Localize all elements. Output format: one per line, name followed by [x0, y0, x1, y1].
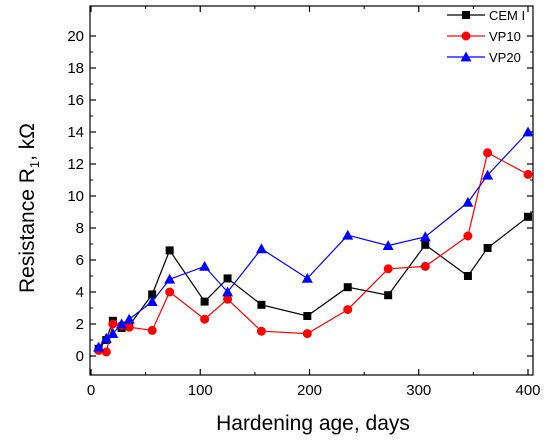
x-tick-label: 100	[188, 382, 213, 399]
data-point-vp20	[419, 231, 431, 242]
data-point-vp10	[124, 322, 134, 332]
data-point-cem-i	[223, 274, 232, 283]
y-tick-label: 2	[76, 316, 84, 333]
y-tick-label: 20	[67, 28, 84, 45]
x-tick-label: 300	[406, 382, 431, 399]
data-point-vp10	[483, 148, 493, 158]
y-axis-title-subscript: 1	[27, 161, 42, 168]
data-point-vp20	[462, 196, 474, 207]
data-point-vp10	[463, 231, 473, 241]
data-point-cem-i	[200, 297, 209, 306]
y-axis-title: Resistance R1, kΩ	[16, 123, 42, 293]
data-point-vp20	[199, 260, 211, 271]
data-point-cem-i	[483, 244, 492, 252]
y-tick-label: 18	[67, 60, 84, 77]
series-line-vp10	[98, 151, 529, 353]
data-point-vp10	[420, 261, 430, 271]
plot-frame	[89, 5, 534, 376]
y-tick-label: 12	[67, 156, 84, 173]
data-point-vp20	[342, 229, 354, 240]
series-layer	[93, 126, 534, 357]
data-point-vp20	[116, 318, 128, 329]
legend-marker-vp10	[461, 31, 471, 41]
legend: CEM I VP10 VP20	[447, 8, 525, 65]
y-tick-label: 0	[76, 348, 84, 365]
legend-label-vp10: VP10	[489, 29, 521, 44]
legend-marker-cem-i	[462, 11, 470, 19]
data-point-vp20	[522, 126, 534, 137]
y-tick-label: 8	[76, 220, 84, 237]
data-point-vp10	[343, 305, 353, 315]
data-point-vp20	[222, 286, 234, 297]
data-point-vp10	[200, 314, 210, 324]
legend-label-vp20: VP20	[489, 50, 521, 65]
data-point-cem-i	[384, 291, 393, 300]
data-point-vp20	[123, 313, 135, 324]
y-tick-label: 6	[76, 252, 84, 269]
data-point-vp10	[256, 326, 266, 336]
legend-item-cem-i: CEM I	[447, 8, 525, 23]
y-tick-label: 4	[76, 284, 84, 301]
legend-item-vp10: VP10	[447, 29, 521, 44]
data-point-cem-i	[343, 283, 352, 292]
y-axis-title-unit: , kΩ	[16, 123, 39, 161]
data-point-vp10	[165, 287, 175, 297]
data-point-cem-i	[148, 290, 157, 299]
data-point-cem-i	[524, 212, 532, 221]
y-tick-label: 16	[67, 92, 84, 109]
data-point-cem-i	[303, 312, 312, 320]
data-point-vp20	[146, 296, 158, 306]
x-tick-label: 0	[87, 382, 95, 399]
data-point-cem-i	[165, 246, 174, 255]
series-vp20	[93, 126, 534, 352]
x-tick-label: 200	[297, 382, 322, 399]
data-point-vp10	[523, 169, 533, 179]
data-point-vp20	[482, 169, 494, 180]
data-point-vp20	[255, 243, 267, 254]
series-vp10	[94, 148, 533, 357]
legend-label-cem-i: CEM I	[489, 8, 525, 23]
data-point-vp20	[301, 272, 313, 283]
legend-marker-vp20	[460, 51, 472, 62]
y-axis-title-main: Resistance R	[16, 168, 39, 293]
data-point-cem-i	[463, 272, 472, 280]
data-point-vp10	[108, 319, 118, 329]
data-point-vp10	[101, 347, 111, 357]
data-point-vp10	[383, 264, 393, 274]
data-point-vp10	[223, 294, 233, 304]
y-tick-label: 14	[67, 124, 84, 141]
y-tick-label: 10	[67, 188, 84, 205]
axes: 0 100 200 300 400 0 2 4 6 8 10 12 14 16 18 20	[67, 5, 541, 399]
x-axis-title: Hardening age, days	[216, 412, 410, 435]
data-point-vp10	[302, 329, 312, 339]
legend-item-vp20: VP20	[447, 50, 521, 65]
data-point-vp20	[164, 273, 176, 284]
data-point-vp10	[147, 325, 157, 335]
data-point-cem-i	[421, 240, 430, 249]
data-point-vp20	[100, 332, 112, 343]
x-tick-label: 400	[515, 382, 540, 399]
data-point-vp20	[382, 240, 394, 250]
data-point-vp20	[107, 328, 119, 338]
data-point-cem-i	[257, 300, 266, 309]
data-point-vp20	[93, 341, 105, 352]
